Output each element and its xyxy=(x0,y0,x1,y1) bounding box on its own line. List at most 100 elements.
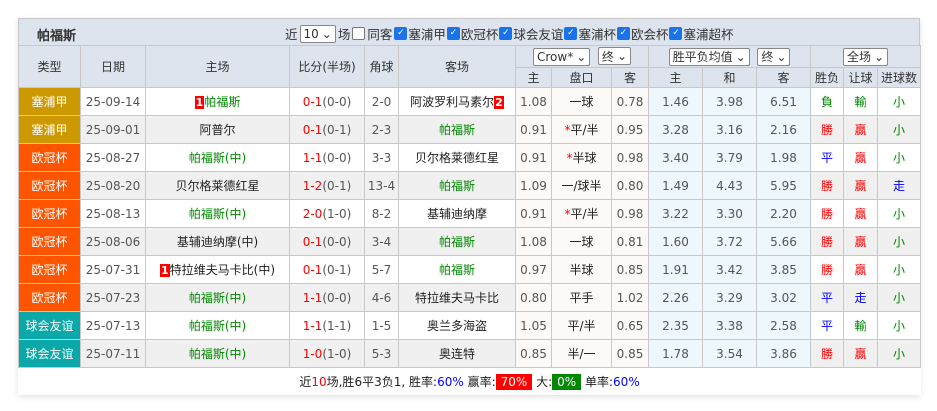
euro-stage-select[interactable]: 终 ⌄ xyxy=(757,47,791,66)
away-team-name: 阿波罗利马素尔 xyxy=(410,95,495,109)
result: 平 xyxy=(810,283,845,312)
home-team[interactable]: 帕福斯(中) xyxy=(145,339,290,368)
table-row[interactable]: 塞浦甲 25-09-01 阿普尔 0-1(0-1) 2-3 帕福斯 0.91 *… xyxy=(18,115,922,144)
handicap-line-value: 一球 xyxy=(569,95,594,109)
table-row[interactable]: 欧冠杯 25-08-20 贝尔格莱德红星 1-2(0-1) 13-4 帕福斯 1… xyxy=(18,171,922,200)
away-team[interactable]: 贝尔格莱德红星 xyxy=(398,143,516,172)
count-select[interactable]: 10 ⌄ xyxy=(299,24,336,43)
home-team[interactable]: 帕福斯(中) xyxy=(145,283,290,312)
handicap-line-value: 一球 xyxy=(569,235,594,249)
half-score: (0-0) xyxy=(322,290,352,305)
header-home: 主场 xyxy=(145,45,290,88)
table-row[interactable]: 欧冠杯 25-07-23 帕福斯(中) 1-1(0-0) 4-6 特拉维夫马卡比… xyxy=(18,283,922,312)
score[interactable]: 1-0(1-0) xyxy=(289,339,365,368)
summary: 近10场,胜6平3负1, 胜率:60% 赢率: 70% 大: 0% 单率:60% xyxy=(18,367,921,395)
home-team[interactable]: 阿普尔 xyxy=(145,115,290,144)
score[interactable]: 1-1(0-0) xyxy=(289,143,365,172)
home-team[interactable]: 1特拉维夫马卡比(中) xyxy=(145,255,290,284)
result: 勝 xyxy=(810,339,845,368)
table-row[interactable]: 欧冠杯 25-08-27 帕福斯(中) 1-1(0-0) 3-3 贝尔格莱德红星… xyxy=(18,143,922,172)
half-score: (1-0) xyxy=(322,206,352,221)
table-row[interactable]: 欧冠杯 25-07-31 1特拉维夫马卡比(中) 0-1(0-1) 5-7 帕福… xyxy=(18,255,922,284)
result: 勝 xyxy=(810,199,845,228)
table-row[interactable]: 欧冠杯 25-08-13 帕福斯(中) 2-0(1-0) 8-2 基辅迪纳摩 0… xyxy=(18,199,922,228)
corners: 5-3 xyxy=(364,339,399,368)
away-team[interactable]: 奥兰多海盗 xyxy=(398,311,516,340)
summary-draws: 3 xyxy=(374,375,382,389)
competition-checkbox[interactable]: ✓ xyxy=(564,27,578,40)
scope-value: 全场 xyxy=(846,50,871,64)
euro-draw-odds: 3.16 xyxy=(702,115,757,144)
competition-checkbox[interactable]: ✓ xyxy=(669,27,683,40)
table-row[interactable]: 球会友谊 25-07-11 帕福斯(中) 1-0(1-0) 5-3 奥连特 0.… xyxy=(18,339,922,368)
odds-stage-select[interactable]: 终 ⌄ xyxy=(597,47,631,66)
away-team[interactable]: 特拉维夫马卡比 xyxy=(398,283,516,312)
competition-type[interactable]: 欧冠杯 xyxy=(18,255,81,284)
competition-type[interactable]: 球会友谊 xyxy=(18,339,81,368)
competition-checkbox[interactable]: ✓ xyxy=(394,27,408,40)
handicap-line: *平/半 xyxy=(551,199,612,228)
euro-away-odds: 5.95 xyxy=(755,171,812,200)
home-team[interactable]: 1帕福斯 xyxy=(145,87,290,116)
away-team[interactable]: 帕福斯 xyxy=(398,255,516,284)
competition-type[interactable]: 塞浦甲 xyxy=(18,115,81,144)
score[interactable]: 0-1(0-0) xyxy=(289,227,365,256)
euro-away-odds: 3.86 xyxy=(755,339,812,368)
home-team[interactable]: 基辅迪纳摩(中) xyxy=(145,227,290,256)
score[interactable]: 1-1(0-0) xyxy=(289,283,365,312)
handicap-result: 輸 xyxy=(843,311,879,340)
table-row[interactable]: 球会友谊 25-07-13 帕福斯(中) 1-1(1-1) 1-5 奥兰多海盗 … xyxy=(18,311,922,340)
away-team[interactable]: 帕福斯 xyxy=(398,227,516,256)
away-team[interactable]: 基辅迪纳摩 xyxy=(398,199,516,228)
score[interactable]: 1-1(1-1) xyxy=(289,311,365,340)
full-score: 2-0 xyxy=(302,206,323,221)
competition-type[interactable]: 欧冠杯 xyxy=(18,283,81,312)
competition-checkbox[interactable]: ✓ xyxy=(499,27,513,40)
competition-type[interactable]: 欧冠杯 xyxy=(18,199,81,228)
competition-type[interactable]: 球会友谊 xyxy=(18,311,81,340)
away-team-name: 帕福斯 xyxy=(438,123,475,137)
handicap-away-odds: 0.98 xyxy=(611,199,649,228)
competition-checkbox[interactable]: ✓ xyxy=(446,27,460,40)
handicap-result: 贏 xyxy=(843,115,879,144)
table-row[interactable]: 欧冠杯 25-08-06 基辅迪纳摩(中) 0-1(0-0) 3-4 帕福斯 1… xyxy=(18,227,922,256)
scope-select-cell: 全场 ⌄ xyxy=(810,45,922,68)
summary-text: 赢率: xyxy=(463,375,496,389)
handicap-line: 半球 xyxy=(551,255,612,284)
score[interactable]: 0-1(0-1) xyxy=(289,255,365,284)
same-host-checkbox[interactable] xyxy=(352,27,366,40)
score[interactable]: 2-0(1-0) xyxy=(289,199,365,228)
scope-select[interactable]: 全场 ⌄ xyxy=(842,47,889,66)
home-team[interactable]: 帕福斯(中) xyxy=(145,143,290,172)
competition-type[interactable]: 欧冠杯 xyxy=(18,143,81,172)
competition-label: 欧冠杯 xyxy=(460,27,499,42)
euro-type-select[interactable]: 胜平负均值 ⌄ xyxy=(668,47,750,66)
competition-type[interactable]: 欧冠杯 xyxy=(18,171,81,200)
match-date: 25-08-27 xyxy=(80,143,146,172)
score[interactable]: 0-1(0-0) xyxy=(289,87,365,116)
handicap-line-value: 半球 xyxy=(569,263,594,277)
away-team[interactable]: 阿波罗利马素尔2 xyxy=(398,87,516,116)
table-row[interactable]: 塞浦甲 25-09-14 1帕福斯 0-1(0-0) 2-0 阿波罗利马素尔2 … xyxy=(18,87,922,116)
handicap-away-odds: 0.78 xyxy=(611,87,649,116)
handicap-home-odds: 0.85 xyxy=(515,339,552,368)
goals-result: 小 xyxy=(877,283,922,312)
away-team[interactable]: 帕福斯 xyxy=(398,171,516,200)
away-team[interactable]: 帕福斯 xyxy=(398,115,516,144)
competition-type[interactable]: 欧冠杯 xyxy=(18,227,81,256)
home-team[interactable]: 帕福斯(中) xyxy=(145,311,290,340)
half-score: (0-0) xyxy=(322,150,352,165)
away-team[interactable]: 奥连特 xyxy=(398,339,516,368)
home-team[interactable]: 贝尔格莱德红星 xyxy=(145,171,290,200)
half-score: (0-0) xyxy=(322,234,352,249)
competition-type[interactable]: 塞浦甲 xyxy=(18,87,81,116)
home-team-name: 贝尔格莱德红星 xyxy=(175,179,260,193)
corners: 4-6 xyxy=(364,283,399,312)
score[interactable]: 0-1(0-1) xyxy=(289,115,365,144)
chevron-down-icon: ⌄ xyxy=(321,26,332,41)
score[interactable]: 1-2(0-1) xyxy=(289,171,365,200)
odds-company-select[interactable]: Crow* ⌄ xyxy=(533,47,591,66)
home-team[interactable]: 帕福斯(中) xyxy=(145,199,290,228)
competition-checkbox[interactable]: ✓ xyxy=(616,27,630,40)
match-date: 25-07-11 xyxy=(80,339,146,368)
